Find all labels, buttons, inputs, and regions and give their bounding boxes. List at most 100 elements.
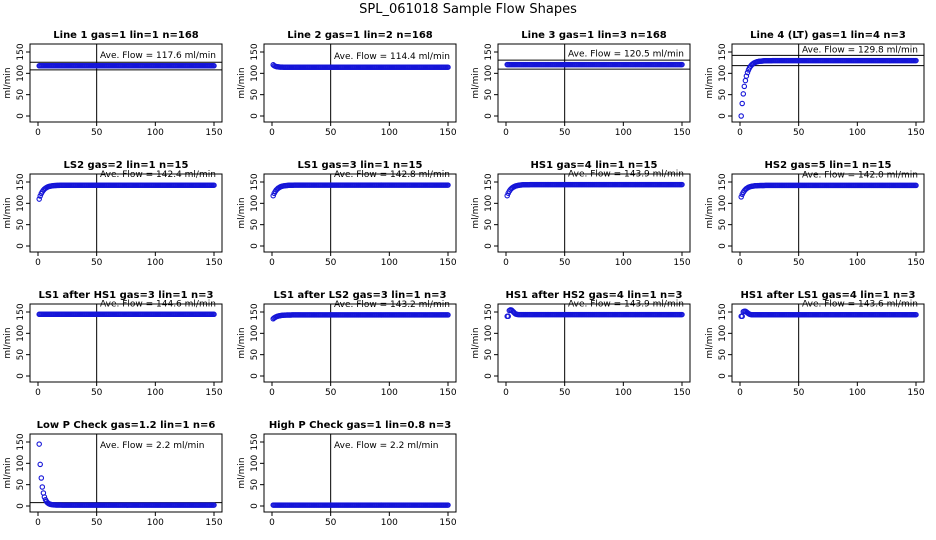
y-tick-label: 0	[718, 243, 728, 249]
y-axis-label: ml/min	[471, 327, 481, 358]
x-tick-label: 0	[503, 388, 509, 398]
x-tick-label: 150	[907, 128, 924, 138]
y-axis-label: ml/min	[471, 67, 481, 98]
panel-title: HS2 gas=5 lin=1 n=15	[765, 160, 892, 171]
data-point	[37, 461, 43, 468]
plot-frame	[731, 303, 925, 383]
y-tick-label: 100	[484, 194, 494, 211]
x-tick-label: 100	[381, 388, 398, 398]
x-tick-label: 150	[439, 128, 456, 138]
data-point	[741, 83, 748, 90]
x-tick-label: 0	[737, 128, 743, 138]
y-tick-label: 150	[718, 173, 728, 190]
x-tick-label: 150	[673, 128, 690, 138]
plot-frame	[263, 433, 457, 513]
x-tick-label: 150	[439, 258, 456, 268]
chart-panel-1: Line 1 gas=1 lin=1 n=168 0 50 100 150 0 50 100 1…	[3, 30, 223, 138]
y-axis-label: ml/min	[3, 327, 13, 358]
data-points	[270, 502, 451, 508]
data-points	[504, 181, 685, 199]
chart-panel-4: Line 4 (LT) gas=1 lin=4 n=3 0 50 100 150 0 50 1…	[705, 30, 925, 138]
y-tick-label: 150	[484, 303, 494, 320]
x-tick-label: 50	[793, 128, 805, 138]
data-point	[739, 100, 745, 107]
y-tick-label: 0	[718, 113, 728, 119]
x-tick-label: 100	[381, 518, 398, 528]
y-tick-label: 50	[16, 219, 26, 231]
panel-title: LS2 gas=2 lin=1 n=15	[64, 160, 189, 171]
data-point	[740, 91, 747, 97]
chart-panel-10: LS1 after LS2 gas=3 lin=1 n=3 0 50 100 150 0 5…	[237, 290, 457, 398]
x-tick-label: 100	[147, 258, 164, 268]
panel-title: HS1 after HS2 gas=4 lin=1 n=3	[505, 290, 682, 301]
y-axis-label: ml/min	[471, 197, 481, 228]
panel-title: LS1 after LS2 gas=3 lin=1 n=3	[273, 290, 446, 301]
data-point	[505, 313, 511, 320]
y-tick-label: 0	[16, 373, 26, 379]
x-tick-label: 0	[269, 388, 275, 398]
data-points	[270, 62, 451, 70]
data-points	[36, 311, 217, 318]
plot-frame	[29, 303, 223, 383]
y-tick-label: 0	[250, 503, 260, 509]
x-tick-label: 50	[325, 258, 337, 268]
plot-frame	[731, 43, 925, 123]
x-tick-label: 0	[35, 518, 41, 528]
y-tick-label: 0	[484, 243, 494, 249]
x-tick-label: 0	[269, 128, 275, 138]
data-points	[36, 441, 217, 508]
y-tick-label: 50	[250, 479, 260, 491]
y-axis-label: ml/min	[705, 67, 715, 98]
y-axis-label: ml/min	[237, 327, 247, 358]
x-tick-label: 0	[35, 258, 41, 268]
average-flow-label: Ave. Flow = 114.4 ml/min	[334, 52, 450, 62]
y-tick-label: 100	[484, 64, 494, 81]
data-points	[270, 182, 451, 199]
y-tick-label: 0	[16, 243, 26, 249]
data-point	[913, 311, 919, 318]
chart-panel-3: Line 3 gas=1 lin=3 n=168 0 50 100 150 0 50 100 1…	[471, 30, 691, 138]
y-tick-label: 150	[250, 433, 260, 450]
y-tick-label: 50	[16, 89, 26, 101]
y-axis-label: ml/min	[3, 457, 13, 488]
chart-panel-5: LS2 gas=2 lin=1 n=150 50 100 150050100150ml…	[3, 160, 223, 268]
y-tick-label: 0	[718, 373, 728, 379]
x-tick-label: 100	[381, 258, 398, 268]
plot-frame	[731, 173, 925, 253]
average-flow-label: Ave. Flow = 117.6 ml/min	[100, 51, 216, 61]
y-tick-label: 150	[16, 173, 26, 190]
x-tick-label: 150	[907, 258, 924, 268]
panel-title: HS1 gas=4 lin=1 n=15	[531, 160, 658, 171]
y-tick-label: 100	[16, 194, 26, 211]
plot-frame	[263, 43, 457, 123]
data-point	[679, 61, 685, 68]
average-flow-label: Ave. Flow = 129.8 ml/min	[802, 46, 918, 56]
panel-title: Line 4 (LT) gas=1 lin=4 n=3	[750, 30, 906, 41]
y-tick-label: 50	[484, 89, 494, 101]
plot-frame	[497, 173, 691, 253]
data-points	[36, 182, 217, 202]
y-tick-label: 150	[250, 43, 260, 60]
panel-title: Line 3 gas=1 lin=3 n=168	[521, 30, 667, 41]
data-point	[36, 196, 42, 202]
plot-frame	[29, 173, 223, 253]
x-tick-label: 50	[91, 518, 103, 528]
data-points	[36, 63, 217, 69]
y-tick-label: 150	[16, 433, 26, 450]
plot-frame	[29, 43, 223, 123]
y-tick-label: 100	[16, 454, 26, 471]
plot-frame	[263, 173, 457, 253]
y-axis-label: ml/min	[705, 197, 715, 228]
y-tick-label: 150	[484, 43, 494, 60]
x-tick-label: 0	[737, 258, 743, 268]
data-points	[504, 61, 685, 68]
y-tick-label: 100	[718, 64, 728, 81]
x-tick-label: 0	[737, 388, 743, 398]
data-points	[738, 182, 919, 200]
y-tick-label: 100	[484, 324, 494, 341]
x-tick-label: 100	[849, 128, 866, 138]
x-tick-label: 100	[381, 128, 398, 138]
data-point	[36, 441, 42, 447]
data-point	[743, 73, 750, 79]
data-point	[445, 312, 451, 318]
